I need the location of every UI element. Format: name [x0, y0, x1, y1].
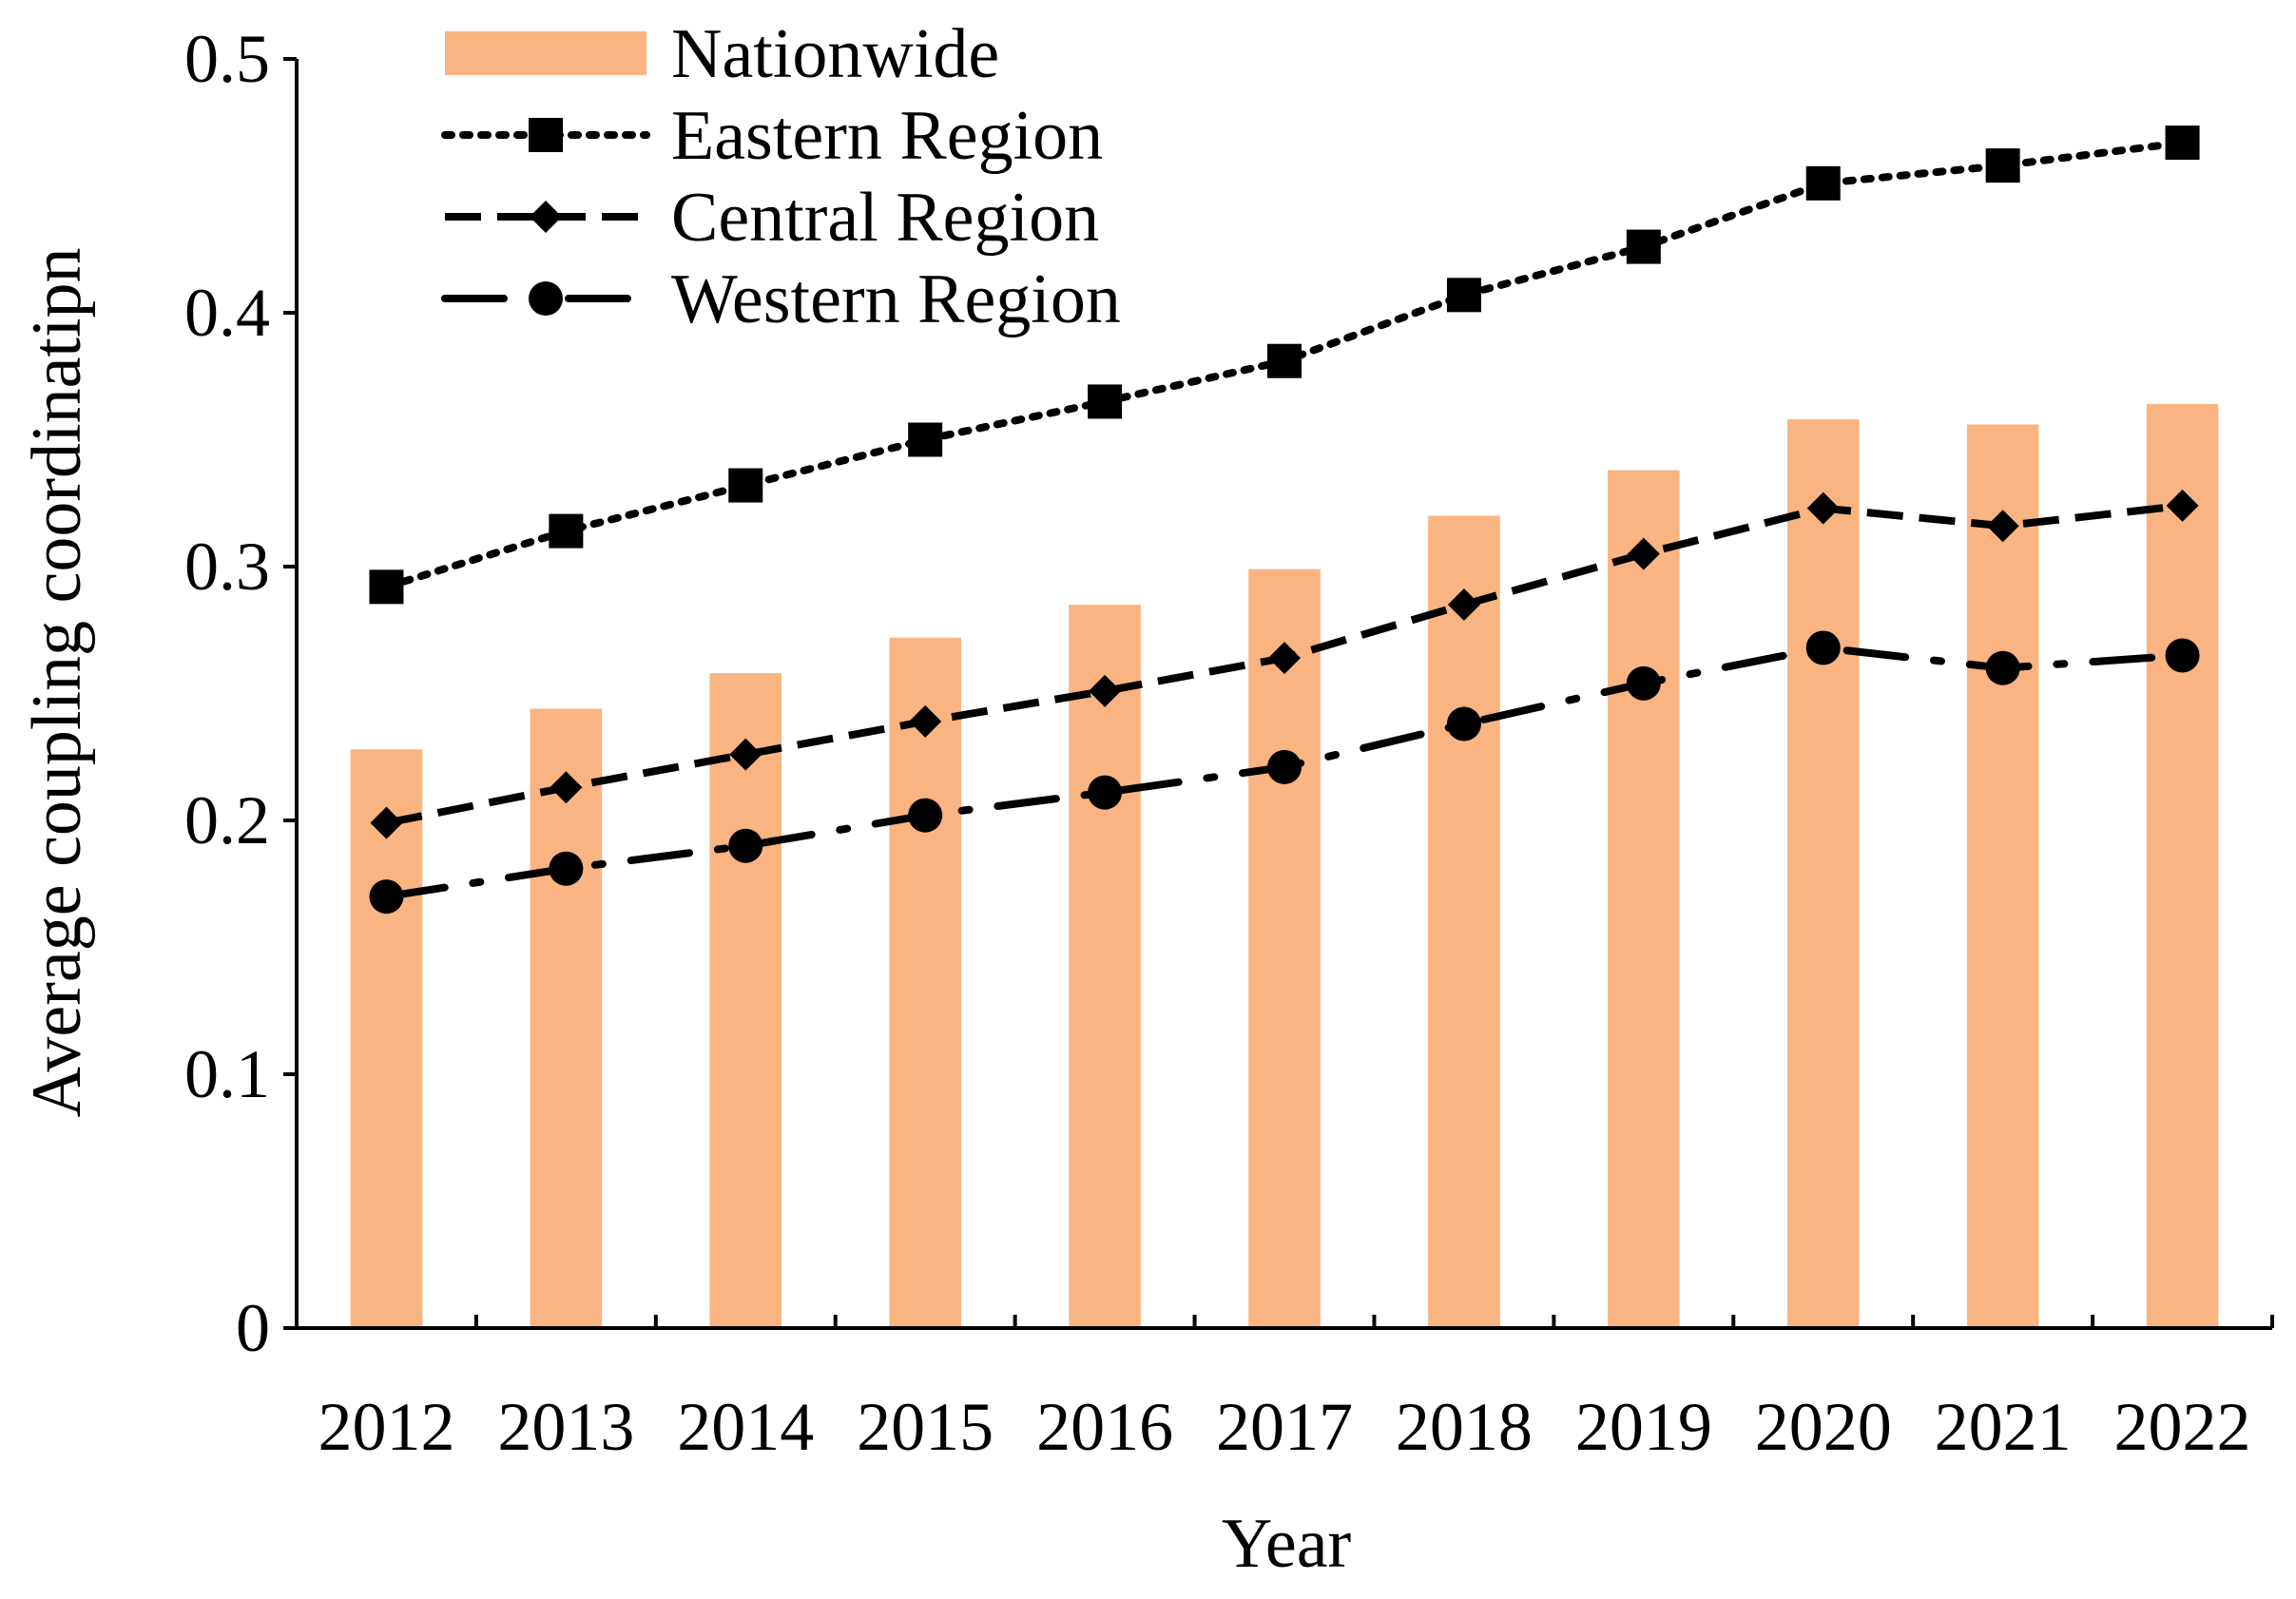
central-region-point-2013	[550, 771, 583, 804]
bar-2014	[709, 673, 782, 1328]
x-tick-label: 2015	[857, 1389, 994, 1465]
y-tick-label: 0.5	[184, 21, 270, 97]
western-region-point-2015	[908, 798, 943, 833]
nationwide-bars	[350, 404, 2219, 1329]
eastern-region-point-2014	[728, 468, 763, 503]
western-region-point-2016	[1088, 775, 1123, 810]
central-region-point-2012	[370, 806, 403, 839]
x-tick-label: 2017	[1216, 1389, 1353, 1465]
western-region-point-2013	[549, 851, 584, 886]
legend-label-central-region: Central Region	[671, 179, 1099, 257]
x-tick-label: 2013	[497, 1389, 634, 1465]
bar-2016	[1069, 605, 1141, 1328]
western-region-point-2020	[1805, 630, 1841, 665]
legend-marker-eastern-region	[529, 118, 563, 152]
x-tick-label: 2018	[1396, 1389, 1533, 1465]
eastern-region-point-2022	[2165, 125, 2200, 161]
eastern-region-point-2013	[549, 513, 584, 549]
western-region-point-2017	[1267, 749, 1302, 784]
x-tick-label: 2021	[1935, 1389, 2072, 1465]
eastern-region-point-2020	[1805, 165, 1841, 201]
x-tick-label: 2016	[1036, 1389, 1173, 1465]
x-tick-label: 2019	[1575, 1389, 1712, 1465]
bar-2013	[530, 708, 603, 1328]
bar-2018	[1428, 515, 1500, 1328]
western-region-point-2012	[369, 879, 404, 915]
central-region-point-2018	[1447, 588, 1480, 622]
eastern-region-point-2021	[1985, 148, 2020, 183]
central-region-point-2015	[909, 704, 942, 738]
x-tick-label: 2022	[2114, 1389, 2251, 1465]
legend-swatch-nationwide	[445, 31, 646, 75]
bar-2022	[2146, 404, 2219, 1328]
y-tick-label: 0.1	[184, 1036, 270, 1112]
bar-2019	[1608, 470, 1680, 1328]
bar-2021	[1966, 424, 2039, 1329]
eastern-region-point-2018	[1446, 278, 1481, 313]
central-region-point-2016	[1089, 674, 1122, 707]
y-tick-label: 0.2	[184, 782, 270, 858]
central-region-point-2020	[1806, 491, 1840, 525]
legend-marker-western-region	[529, 281, 563, 316]
legend-label-eastern-region: Eastern Region	[671, 97, 1103, 175]
western-region-point-2019	[1626, 665, 1661, 701]
eastern-region-point-2019	[1626, 229, 1661, 264]
bar-2015	[889, 637, 961, 1328]
bar-2012	[350, 749, 423, 1328]
y-axis-title: Average coupling coordinatipn	[18, 247, 96, 1117]
x-tick-label: 2012	[318, 1389, 454, 1465]
y-tick-label: 0	[236, 1290, 270, 1366]
legend-marker-central-region	[530, 201, 562, 233]
western-region-point-2014	[728, 828, 763, 863]
x-tick-label: 2020	[1755, 1389, 1892, 1465]
western-region-point-2021	[1985, 650, 2020, 685]
eastern-region-point-2016	[1088, 384, 1123, 419]
bar-2017	[1248, 568, 1321, 1328]
central-region-point-2022	[2166, 489, 2199, 522]
legend-label-nationwide: Nationwide	[671, 15, 999, 93]
region-markers	[369, 125, 2200, 915]
central-region-point-2019	[1627, 537, 1660, 570]
bar-2020	[1786, 419, 1860, 1328]
central-region-point-2021	[1986, 510, 2019, 543]
central-region-point-2017	[1268, 642, 1301, 675]
western-region-point-2018	[1446, 706, 1481, 742]
axes: 0 0.1 0.2 0.3 0.4 0.5 2012 2013 2014 2015 2016 2017…	[184, 21, 2274, 1465]
eastern-region-point-2015	[908, 422, 943, 457]
western-region-point-2022	[2165, 638, 2200, 673]
central-region-point-2014	[729, 738, 762, 771]
eastern-region-point-2012	[369, 569, 404, 605]
eastern-region-point-2017	[1267, 343, 1302, 378]
y-tick-label: 0.4	[184, 275, 270, 351]
legend-label-western-region: Western Region	[671, 260, 1121, 338]
x-tick-label: 2014	[677, 1389, 814, 1465]
y-tick-label: 0.3	[184, 529, 270, 605]
x-axis-title: Year	[1222, 1505, 1351, 1583]
